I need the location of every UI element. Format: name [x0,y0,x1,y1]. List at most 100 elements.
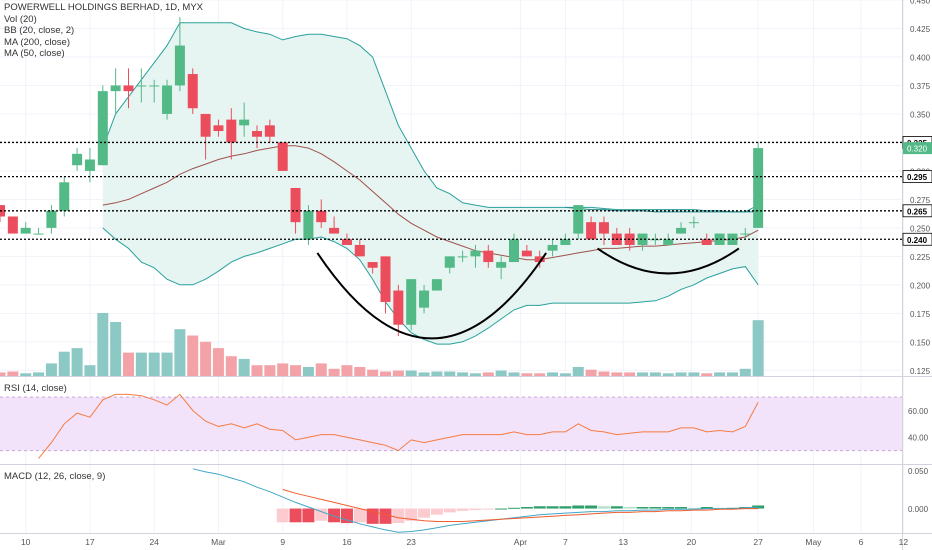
volume-bar [508,372,520,376]
volume-bar [187,335,199,376]
candle-body [174,45,185,86]
rsi-tick-label: 40.00 [908,434,929,443]
candle-body [457,256,468,258]
legend-volume: Vol (20) [4,13,37,25]
candle-body [419,290,430,308]
volume-bar [405,370,417,376]
macd-histogram-bar [687,507,700,509]
candle-body [676,227,687,234]
macd-histogram-bar [636,507,649,509]
rsi-band [0,397,902,451]
macd-histogram-bar [533,506,546,509]
x-tick-label: 9 [280,537,285,547]
candle-body [20,227,31,234]
volume-bar [392,370,404,376]
candle-body [72,153,83,166]
price-tick-label: 0.450 [910,0,931,6]
candle-body [123,85,134,92]
candle-body [637,233,648,245]
volume-bar [148,352,160,376]
macd-histogram-bar [520,507,533,509]
macd-histogram-bar [700,507,713,509]
volume-bar [649,372,661,376]
candle-body [136,85,147,87]
volume-bar [611,372,623,376]
price-tick-label: 0.350 [910,110,931,119]
legend-bollinger: BB (20, close, 2) [4,25,75,36]
volume-bar [688,372,700,376]
price-tick-label: 0.375 [910,82,931,91]
macd-histogram-bar [482,508,495,510]
x-tick-label: 6 [859,537,864,547]
macd-label: MACD (12, 26, close, 9) [4,471,106,482]
legend-ma200: MA (200, close) [4,36,70,48]
rsi-label: RSI (14, close) [4,383,67,394]
x-tick-label: 23 [406,537,416,547]
volume-bar [238,358,250,376]
macd-tick-label: 0.000 [908,505,929,514]
candle-body [444,256,455,268]
candle-body [560,239,571,245]
macd-histogram-bar [405,508,418,521]
candle-body [200,113,211,137]
ma50-line [102,145,759,261]
price-tick-label: 0.150 [910,338,931,347]
candle-body [586,222,597,240]
volume-bar [637,372,648,376]
volume-bar [123,352,134,376]
candle-body [714,233,725,245]
candle-body [650,239,661,241]
macd-histogram-bar [662,507,675,509]
macd-histogram-bar [430,508,443,515]
macd-histogram-bar [328,508,341,523]
price-tick-label: 0.400 [910,53,931,62]
ma200-line [565,206,759,213]
volume-bar [559,373,571,376]
macd-histogram-bar [302,508,315,523]
volume-bar [290,365,302,376]
macd-histogram-bar [495,508,508,510]
macd-histogram-bar [315,508,328,521]
candle-body [110,85,121,92]
candle-body [316,210,327,223]
price-tick-label: 0.250 [910,224,931,233]
volume-bar [264,365,276,376]
macd-histogram-bar [623,507,636,509]
candle-body [187,74,198,109]
candle-body [149,85,160,87]
macd-histogram-bar [392,508,405,524]
volume-bar [135,352,147,376]
candle-body [547,244,558,251]
volume-bar [624,372,636,376]
volume-bar [598,371,610,376]
volume-bar [495,370,507,376]
macd-histogram-bar [289,508,302,523]
price-tick-label: 0.175 [910,310,931,319]
candle-body [380,256,391,302]
level-label: 0.295 [907,173,928,182]
candle-body [84,159,95,171]
volume-bar [469,373,481,376]
volume-bar [341,365,353,376]
x-tick-label: 20 [687,537,697,547]
macd-histogram-bar [649,507,662,509]
candle-body [598,222,609,234]
candle-body [367,262,378,268]
volume-bar [431,371,443,376]
x-tick-label: 10 [21,537,31,547]
level-label-box [902,204,932,218]
candle-body [252,131,262,137]
volume-bar [251,365,263,376]
candle-body [354,244,365,257]
candle-body [33,233,44,235]
volume-bar [726,372,738,376]
volume-bar [367,369,379,376]
macd-histogram-bar [418,508,431,518]
level-label: 0.240 [907,236,928,245]
volume-bar [354,367,366,376]
volume-bar [0,372,6,376]
macd-signal-line [282,488,759,522]
chart-legend: POWERWELL HOLDINGS BERHAD, 1D, MYX Vol (… [4,2,203,60]
macd-histogram-bar [443,508,456,513]
